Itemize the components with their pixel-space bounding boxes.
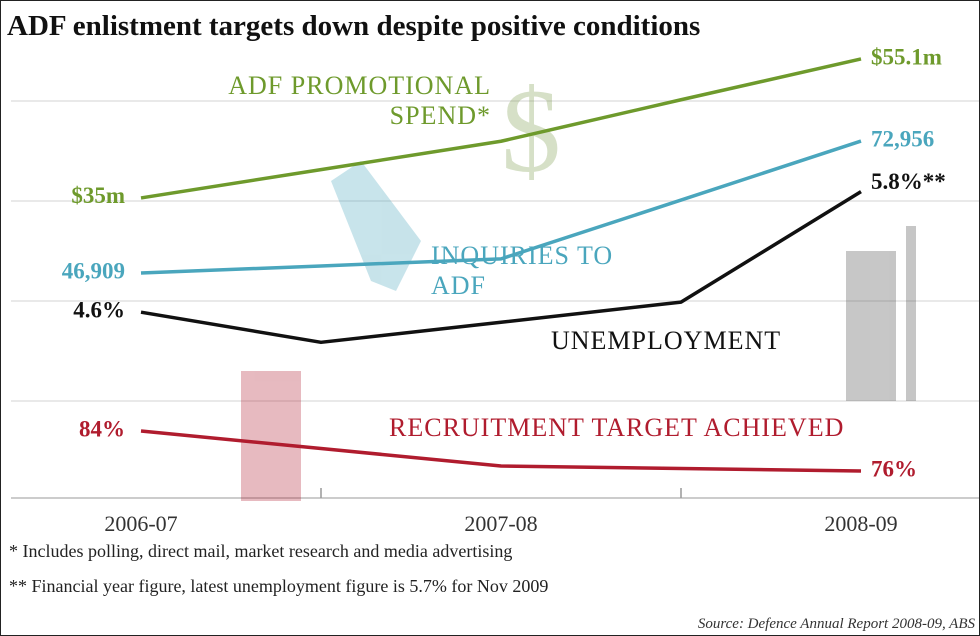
phone-icon: [331, 161, 421, 291]
line: [140, 139, 862, 275]
sign-icon: [906, 226, 916, 401]
value-label: 72,956: [871, 126, 934, 151]
value-label: 4.6%: [73, 297, 125, 322]
value-label: 76%: [871, 456, 917, 481]
series-label: RECRUITMENT TARGET ACHIEVED: [389, 413, 845, 442]
value-label: 46,909: [62, 258, 125, 283]
soldier-icon: [241, 371, 301, 501]
line: [140, 429, 862, 473]
x-tick-label: 2008-09: [824, 511, 897, 536]
line: [140, 57, 862, 200]
line: [140, 190, 862, 345]
value-label: 5.8%**: [871, 169, 946, 194]
footnote: * Includes polling, direct mail, market …: [9, 541, 513, 561]
value-label: $55.1m: [871, 44, 942, 69]
series-label: ADF PROMOTIONAL SPEND*: [228, 71, 491, 130]
person-icon: [846, 251, 896, 401]
footnote: ** Financial year figure, latest unemplo…: [9, 576, 549, 596]
decoration: $: [241, 64, 916, 501]
series-label: INQUIRIES TO ADF: [431, 241, 614, 300]
value-label: 84%: [79, 416, 125, 441]
grid: [11, 100, 979, 402]
source: Source: Defence Annual Report 2008-09, A…: [697, 616, 975, 632]
x-tick-label: 2006-07: [104, 511, 177, 536]
series-label: UNEMPLOYMENT: [551, 326, 782, 355]
x-tick-label: 2007-08: [464, 511, 537, 536]
value-label: $35m: [71, 183, 125, 208]
chart-title: ADF enlistment targets down despite posi…: [7, 10, 700, 42]
